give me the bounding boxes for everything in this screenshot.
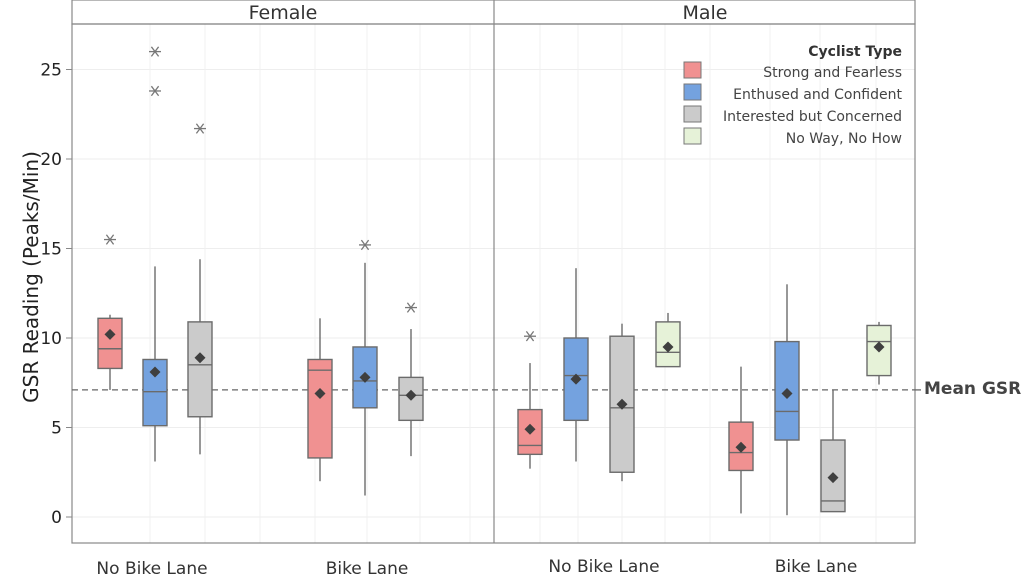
box-group — [398, 302, 424, 457]
box-iqr — [774, 340, 800, 441]
box-group — [307, 318, 333, 482]
outlier-marker — [104, 234, 116, 245]
outlier-marker — [149, 85, 161, 97]
mean-marker — [524, 423, 536, 435]
outlier-stroke — [105, 234, 115, 245]
mean-marker — [827, 472, 839, 484]
box-iqr — [187, 321, 213, 418]
outlier-stroke — [360, 239, 370, 251]
outlier-stroke — [150, 85, 160, 97]
legend-label: Interested but Concerned — [723, 109, 902, 125]
box-iqr — [728, 421, 754, 472]
outlier-marker — [359, 239, 371, 251]
box-iqr — [97, 317, 123, 370]
y-tick-label: 25 — [40, 61, 62, 81]
mean-marker — [735, 441, 747, 453]
legend-swatch — [683, 83, 702, 101]
mean-marker — [149, 366, 161, 378]
legend-swatch — [683, 127, 702, 145]
box-iqr — [307, 358, 333, 459]
legend-swatch — [683, 105, 702, 123]
mean-gsr-label: Mean GSR — [924, 379, 1021, 399]
frame-layer — [71, 0, 916, 544]
mean-marker — [405, 389, 417, 401]
outlier-marker — [149, 46, 161, 57]
y-tick-label: 5 — [51, 419, 62, 439]
mean-marker — [104, 328, 116, 340]
category-label-male-bike-lane: Bike Lane — [775, 557, 858, 576]
legend-swatch — [683, 61, 702, 79]
panel-label-male: Male — [682, 2, 727, 24]
outlier-marker — [405, 302, 417, 313]
box-group — [774, 284, 800, 516]
mean-marker — [570, 373, 582, 385]
y-tick-label: 15 — [40, 240, 62, 260]
box-group — [97, 234, 123, 390]
legend-item-no-way-no-how: No Way, No How — [683, 127, 902, 147]
mean-marker — [194, 352, 206, 364]
legend: Cyclist Type Strong and Fearless Enthuse… — [683, 44, 903, 147]
outlier-stroke — [150, 46, 160, 57]
outlier-stroke — [406, 302, 416, 313]
category-label-female-bike-lane: Bike Lane — [326, 559, 409, 576]
legend-item-interested-concerned: Interested but Concerned — [683, 105, 902, 125]
y-axis-label: GSR Reading (Peaks/Min) — [19, 151, 43, 403]
mean-marker — [873, 341, 885, 353]
box-group — [352, 239, 378, 496]
box-group — [655, 312, 681, 368]
category-label-male-no-bike-lane: No Bike Lane — [548, 557, 659, 576]
box-group — [142, 46, 168, 462]
outlier-marker — [194, 123, 206, 134]
box-group — [563, 268, 589, 462]
category-label-female-no-bike-lane: No Bike Lane — [96, 559, 207, 576]
y-tick-label: 10 — [40, 329, 62, 349]
legend-item-enthused-confident: Enthused and Confident — [683, 83, 903, 103]
mean-marker — [359, 371, 371, 383]
box-group — [517, 331, 543, 469]
outlier-stroke — [525, 331, 535, 342]
box-layer — [97, 46, 892, 516]
mean-marker — [781, 387, 793, 399]
panel-label-female: Female — [249, 2, 318, 24]
legend-item-strong-fearless: Strong and Fearless — [683, 61, 902, 81]
legend-label: Strong and Fearless — [763, 65, 902, 81]
mean-marker — [662, 341, 674, 353]
outlier-stroke — [195, 123, 205, 134]
legend-title: Cyclist Type — [808, 44, 902, 60]
mean-marker — [616, 398, 628, 410]
legend-label: Enthused and Confident — [733, 87, 902, 103]
box-group — [728, 366, 754, 514]
box-group — [187, 123, 213, 455]
y-tick-label: 0 — [51, 508, 62, 528]
outlier-marker — [524, 331, 536, 342]
y-tick-label: 20 — [40, 150, 62, 170]
box-group — [866, 321, 892, 385]
legend-label: No Way, No How — [786, 131, 902, 147]
mean-marker — [314, 387, 326, 399]
axis-layer: 0 5 10 15 20 25 — [40, 61, 72, 528]
box-group — [609, 323, 635, 482]
box-group — [820, 389, 846, 513]
